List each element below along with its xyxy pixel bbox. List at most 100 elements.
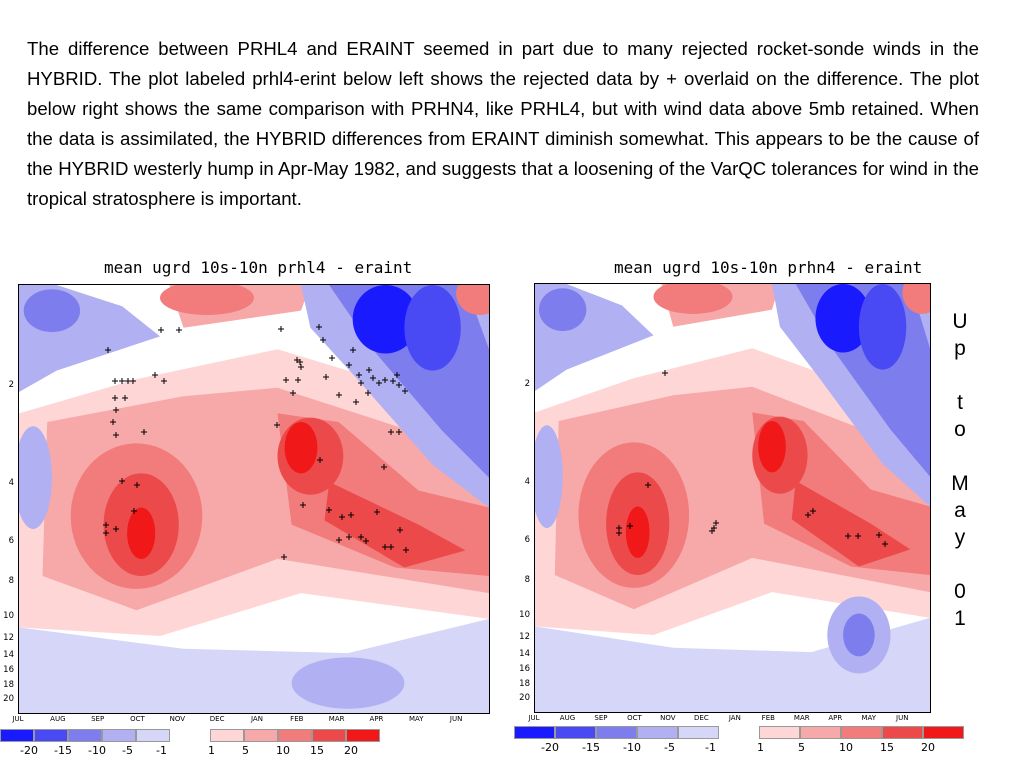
rejected-data-marker [131, 508, 137, 514]
rejected-data-marker [336, 392, 342, 398]
colorbar-label: 20 [921, 741, 935, 754]
rejected-data-marker [103, 522, 109, 528]
rejected-data-marker [390, 378, 396, 384]
rejected-data-marker [336, 537, 342, 543]
y-tick-label: 12 [3, 632, 14, 643]
rejected-data-marker [300, 502, 306, 508]
x-tick-label: APR [369, 715, 384, 723]
x-tick-label: SEP [594, 714, 608, 722]
left-heatmap-svg [19, 285, 489, 713]
x-tick-label: FEB [761, 714, 775, 722]
side-note-char: a [954, 499, 966, 522]
contour-neg-5 [291, 657, 405, 709]
colorbar-swatch-neg [68, 729, 102, 742]
x-tick-label: AUG [559, 714, 576, 722]
right-heatmap-svg [535, 284, 930, 712]
contour-pos-20 [625, 506, 650, 558]
x-tick-label: OCT [627, 714, 642, 722]
x-tick-label: JUL [12, 715, 24, 723]
rejected-data-marker [845, 533, 851, 539]
colorbar-swatch-pos [882, 726, 923, 739]
colorbar-swatch-neg [596, 726, 637, 739]
side-note-char: o [954, 418, 966, 441]
side-note-char [944, 551, 976, 578]
rejected-data-marker [326, 507, 332, 513]
colorbar-swatch-pos [244, 729, 278, 742]
x-tick-label: SEP [91, 715, 105, 723]
colorbar-label: 10 [839, 741, 853, 754]
rejected-data-marker [274, 422, 280, 428]
rejected-data-marker [112, 378, 118, 384]
rejected-data-marker [113, 432, 119, 438]
contour-pos-10 [902, 284, 930, 314]
contour-neg-20 [815, 284, 871, 353]
contour-neg-5 [19, 426, 52, 529]
contour-neg-10 [538, 288, 587, 332]
colorbar-label: -15 [54, 744, 72, 757]
y-tick-label: 2 [524, 378, 530, 389]
side-note-char: 1 [954, 607, 966, 630]
rejected-data-marker [134, 482, 140, 488]
side-note-char: U [952, 310, 968, 333]
rejected-data-marker [397, 527, 403, 533]
colorbar-label: 15 [310, 744, 324, 757]
colorbar-label: -1 [705, 741, 716, 754]
rejected-data-marker [105, 347, 111, 353]
left-heatmap-plot [18, 284, 490, 714]
rejected-data-marker [876, 532, 882, 538]
y-tick-label: 14 [519, 649, 530, 660]
contour-neg-20 [352, 285, 419, 354]
right-chart-title: mean ugrd 10s-10n prhn4 - eraint [614, 258, 923, 277]
rejected-data-marker [103, 530, 109, 536]
colorbar-swatch-neg [555, 726, 596, 739]
x-tick-label: OCT [130, 715, 145, 723]
y-tick-label: 16 [3, 665, 14, 676]
rejected-data-marker [388, 429, 394, 435]
rejected-data-marker [394, 372, 400, 378]
x-tick-label: MAR [793, 714, 810, 722]
right-heatmap-plot [534, 283, 931, 713]
rejected-data-marker [356, 372, 362, 378]
rejected-data-marker [709, 528, 715, 534]
rejected-data-marker [346, 534, 352, 540]
colorbar-swatch-pos [800, 726, 841, 739]
rejected-data-marker [810, 508, 816, 514]
rejected-data-marker [388, 544, 394, 550]
rejected-data-marker [348, 512, 354, 518]
y-tick-label: 16 [519, 664, 530, 675]
colorbar-swatch-pos [759, 726, 800, 739]
colorbar-swatch-neg [678, 726, 719, 739]
rejected-data-marker [382, 544, 388, 550]
colorbar-swatch-neg [34, 729, 68, 742]
colorbar-label: 5 [798, 741, 805, 754]
colorbar-swatch-pos [841, 726, 882, 739]
side-note-char: y [954, 526, 966, 549]
y-tick-label: 18 [3, 680, 14, 691]
rejected-data-marker [316, 324, 322, 330]
colorbar-swatch-pos [346, 729, 380, 742]
colorbar-label: 10 [276, 744, 290, 757]
contour-neg-1 [535, 617, 930, 712]
rejected-data-marker [855, 533, 861, 539]
x-tick-label: JUN [896, 714, 909, 722]
x-tick-label: AUG [50, 715, 66, 723]
rejected-data-marker [645, 482, 651, 488]
y-tick-label: 6 [524, 534, 530, 545]
rejected-data-marker [158, 327, 164, 333]
contour-neg-15 [404, 285, 461, 371]
y-tick-label: 12 [519, 631, 530, 642]
y-tick-label: 10 [3, 610, 14, 621]
rejected-data-marker [297, 359, 303, 365]
rejected-data-marker [283, 377, 289, 383]
y-tick-label: 8 [524, 575, 530, 586]
side-note-char: M [951, 472, 969, 495]
colorbar-label: -5 [122, 744, 133, 757]
x-tick-label: APR [828, 714, 843, 722]
side-note-char [944, 443, 976, 470]
rejected-data-marker [152, 372, 158, 378]
contour-pos-10 [653, 284, 733, 314]
rejected-data-marker [882, 541, 888, 547]
rejected-data-marker [713, 520, 719, 526]
side-note-char: t [957, 391, 963, 414]
rejected-data-marker [130, 378, 136, 384]
